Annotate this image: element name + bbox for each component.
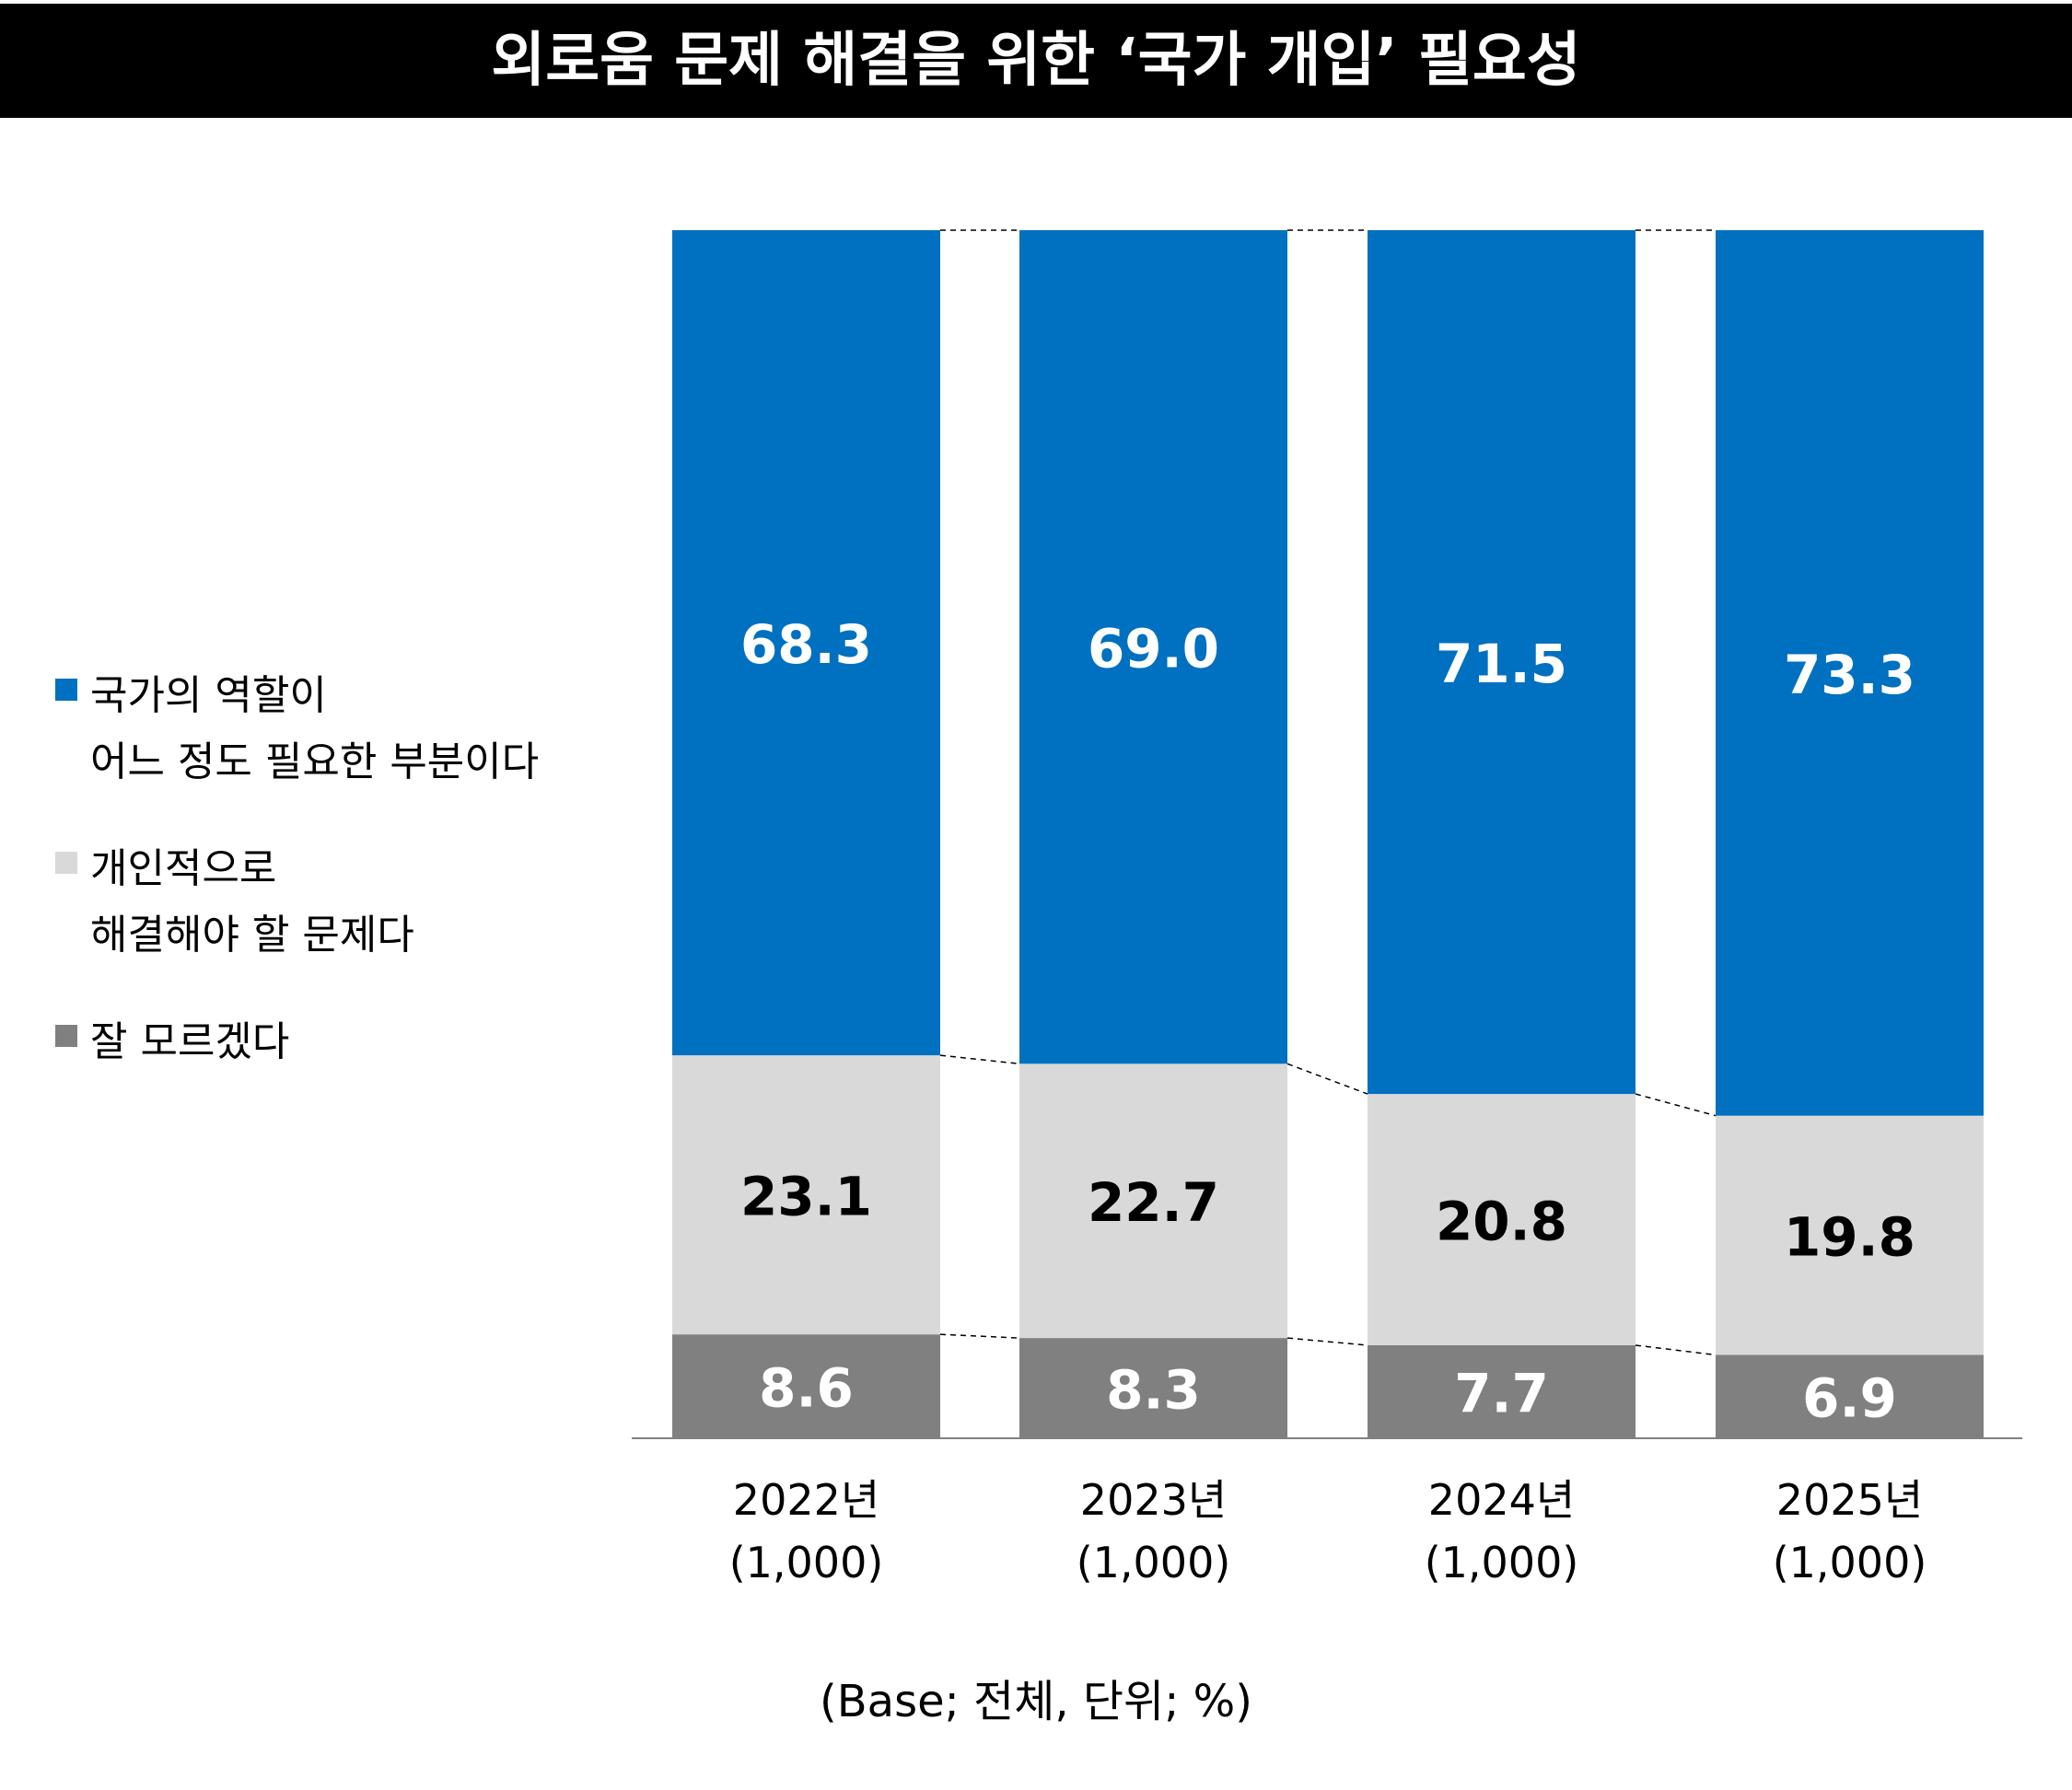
legend-label-individual-line2: 해결해야 할 문제다 <box>90 912 414 959</box>
connector-line-2-1 <box>1635 1093 1717 1117</box>
legend-label-individual-line1: 개인적으로 <box>90 845 277 892</box>
data-label-national-0: 68.3 <box>740 613 872 676</box>
base-note: (Base; 전체, 단위; %) <box>820 1676 1252 1727</box>
connector-line-0-1 <box>939 1054 1020 1065</box>
data-label-national-2: 71.5 <box>1436 633 1567 695</box>
legend-label-national-line1: 국가의 역할이 <box>90 672 327 719</box>
x-tick-year-3: 2025년 <box>1776 1475 1923 1525</box>
data-label-individual-0: 23.1 <box>740 1166 872 1228</box>
data-label-individual-3: 19.8 <box>1784 1206 1915 1269</box>
bar-individual-2 <box>1368 1094 1635 1345</box>
connector-line-2-0 <box>1635 1344 1717 1356</box>
legend-swatch-unknown <box>55 1025 77 1047</box>
data-label-unknown-0: 8.6 <box>759 1357 854 1420</box>
x-tick-year-0: 2022년 <box>733 1475 879 1525</box>
data-label-individual-1: 22.7 <box>1088 1171 1219 1234</box>
title-bar: 외로움 문제 해결을 위한 ‘국가 개입’ 필요성 <box>0 4 2072 118</box>
bar-unknown-1 <box>1019 1338 1287 1438</box>
chart-title: 외로움 문제 해결을 위한 ‘국가 개입’ 필요성 <box>491 27 1581 95</box>
bar-individual-0 <box>672 1055 940 1335</box>
x-tick-base-2: (1,000) <box>1425 1538 1579 1587</box>
x-tick-base-3: (1,000) <box>1773 1538 1927 1587</box>
data-label-unknown-3: 6.9 <box>1802 1367 1897 1430</box>
data-label-unknown-2: 7.7 <box>1454 1362 1549 1424</box>
bar-unknown-0 <box>672 1334 940 1438</box>
bar-unknown-2 <box>1368 1344 1635 1438</box>
legend: 국가의 역할이 어느 정도 필요한 부분이다 개인적으로 해결해야 할 문제다 … <box>55 663 626 1116</box>
x-tick-base-1: (1,000) <box>1077 1538 1231 1587</box>
data-label-national-1: 69.0 <box>1088 618 1219 680</box>
legend-item-individual: 개인적으로 해결해야 할 문제다 <box>55 836 626 969</box>
bar-national-2 <box>1368 230 1635 1095</box>
legend-swatch-individual <box>55 852 77 874</box>
bar-individual-1 <box>1019 1064 1287 1339</box>
connector-line-0-0 <box>939 1333 1020 1339</box>
bar-national-0 <box>672 230 940 1056</box>
legend-item-unknown: 잘 모르겠다 <box>55 1009 626 1075</box>
bar-national-1 <box>1019 230 1287 1064</box>
x-tick-base-0: (1,000) <box>729 1538 884 1587</box>
legend-label-unknown: 잘 모르겠다 <box>90 1018 290 1065</box>
x-tick-year-1: 2023년 <box>1080 1475 1227 1525</box>
bar-unknown-3 <box>1716 1354 1984 1438</box>
x-tick-year-2: 2024년 <box>1428 1475 1575 1525</box>
data-label-unknown-1: 8.3 <box>1106 1359 1201 1422</box>
data-label-national-3: 73.3 <box>1784 644 1915 706</box>
bar-individual-3 <box>1716 1115 1984 1355</box>
connector-line-1-0 <box>1286 1337 1368 1346</box>
connector-line-1-1 <box>1286 1063 1368 1095</box>
data-label-individual-2: 20.8 <box>1436 1191 1567 1253</box>
legend-item-national: 국가의 역할이 어느 정도 필요한 부분이다 <box>55 663 626 796</box>
bar-national-3 <box>1716 230 1984 1116</box>
legend-label-national-line2: 어느 정도 필요한 부분이다 <box>90 738 540 785</box>
legend-swatch-national <box>55 679 77 701</box>
